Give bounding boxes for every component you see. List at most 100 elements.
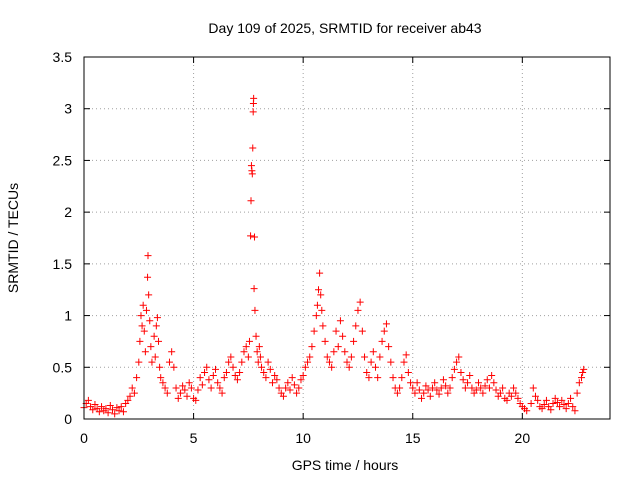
data-point	[512, 389, 520, 397]
axis-ticks: 0 0.5 1 1.5 2 2.5 3 3.5 0 5 10 15 20	[53, 49, 610, 446]
data-point	[310, 327, 318, 335]
data-point	[571, 407, 579, 415]
data-point	[483, 376, 491, 384]
data-point	[435, 390, 443, 398]
data-point	[297, 376, 305, 384]
data-point	[84, 396, 92, 404]
data-point	[144, 273, 152, 281]
x-tick-label: 10	[295, 430, 311, 446]
data-point	[161, 384, 169, 392]
data-point	[91, 401, 99, 409]
data-point	[205, 376, 213, 384]
data-point	[288, 374, 296, 382]
data-point	[468, 384, 476, 392]
data-point	[404, 368, 412, 376]
data-point	[275, 384, 283, 392]
x-tick-label: 20	[515, 430, 531, 446]
data-point	[254, 358, 262, 366]
data-point	[201, 368, 209, 376]
data-point	[255, 343, 263, 351]
data-point	[159, 379, 167, 387]
data-point	[260, 368, 268, 376]
data-point	[496, 389, 504, 397]
data-point	[542, 396, 550, 404]
data-point	[376, 353, 384, 361]
data-point	[437, 384, 445, 392]
data-point	[247, 197, 255, 205]
data-point	[141, 348, 149, 356]
data-point	[138, 322, 146, 330]
data-point	[128, 384, 136, 392]
data-point	[382, 320, 390, 328]
data-point	[247, 232, 255, 240]
data-point	[569, 403, 577, 411]
data-point	[350, 337, 358, 345]
data-point	[198, 381, 206, 389]
data-point	[433, 386, 441, 394]
data-point	[293, 389, 301, 397]
data-point	[153, 314, 161, 322]
data-point	[108, 406, 116, 414]
y-tick-label: 1.5	[53, 256, 73, 272]
y-tick-label: 3	[64, 101, 72, 117]
data-point	[152, 322, 160, 330]
data-point	[301, 363, 309, 371]
data-point	[156, 363, 164, 371]
data-point	[575, 379, 583, 387]
data-point	[472, 386, 480, 394]
data-point	[428, 384, 436, 392]
data-point	[551, 394, 559, 402]
data-point	[325, 358, 333, 366]
data-point	[148, 358, 156, 366]
y-tick-label: 3.5	[53, 49, 73, 65]
data-point	[367, 358, 375, 366]
data-point	[98, 403, 106, 411]
data-point	[133, 374, 141, 382]
data-point	[499, 384, 507, 392]
y-axis-label: SRMTID / TECUs	[5, 183, 21, 293]
data-point	[245, 337, 253, 345]
data-point	[407, 379, 415, 387]
data-point	[503, 396, 511, 404]
data-point	[242, 343, 250, 351]
data-point	[115, 407, 123, 415]
data-point	[318, 306, 326, 314]
data-point	[422, 382, 430, 390]
data-point	[341, 348, 349, 356]
data-point	[102, 405, 110, 413]
data-point	[304, 358, 312, 366]
data-point	[214, 379, 222, 387]
data-point	[523, 407, 531, 415]
data-point	[339, 332, 347, 340]
data-point	[194, 386, 202, 394]
data-point	[330, 348, 338, 356]
data-point	[323, 353, 331, 361]
data-point	[492, 386, 500, 394]
data-point	[514, 394, 522, 402]
data-point	[271, 372, 279, 380]
data-point	[450, 365, 458, 373]
data-point	[168, 348, 176, 356]
data-point	[529, 384, 537, 392]
data-point	[251, 233, 259, 241]
data-point	[172, 384, 180, 392]
data-point	[415, 386, 423, 394]
data-point	[361, 353, 369, 361]
data-point	[181, 386, 189, 394]
data-point	[248, 170, 256, 178]
data-point	[136, 337, 144, 345]
data-point	[183, 392, 191, 400]
data-point	[268, 379, 276, 387]
data-point	[308, 343, 316, 351]
data-point	[95, 408, 103, 416]
data-point	[229, 363, 237, 371]
data-point	[233, 376, 241, 384]
data-point	[365, 374, 373, 382]
data-point	[256, 353, 264, 361]
data-point	[170, 363, 178, 371]
data-point	[490, 379, 498, 387]
data-point	[527, 399, 535, 407]
data-point	[446, 384, 454, 392]
data-point	[187, 384, 195, 392]
plot-frame	[83, 56, 611, 420]
